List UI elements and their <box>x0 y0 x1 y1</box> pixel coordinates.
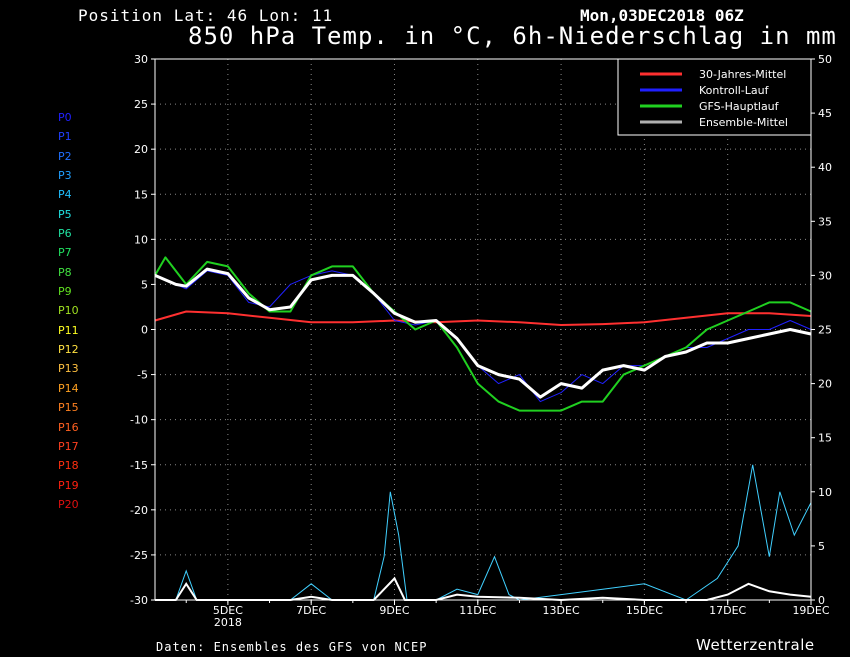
legend-label: Kontroll-Lauf <box>699 84 770 97</box>
y2-tick-label: 0 <box>818 594 825 607</box>
y2-tick-label: 50 <box>818 53 832 66</box>
position-label: Position Lat: 46 Lon: 11 <box>78 6 334 25</box>
y-tick-label: -15 <box>130 459 148 472</box>
member-label: P20 <box>58 497 79 511</box>
member-label: P14 <box>58 381 79 395</box>
member-label: P10 <box>58 304 79 318</box>
y-tick-label: 15 <box>134 188 148 201</box>
member-label: P9 <box>58 285 72 299</box>
y2-tick-label: 5 <box>818 540 825 553</box>
legend-label: Ensemble-Mittel <box>699 116 788 129</box>
y2-tick-label: 20 <box>818 378 832 391</box>
plot-frame <box>154 58 812 601</box>
y-tick-label: 20 <box>134 143 148 156</box>
member-label: P2 <box>58 149 72 163</box>
x-tick-label: 11DEC <box>459 604 496 617</box>
x-tick-label: 9DEC <box>379 604 409 617</box>
member-label: P19 <box>58 478 79 492</box>
y2-tick-label: 40 <box>818 161 832 174</box>
member-label: P6 <box>58 227 72 241</box>
precip-line <box>175 464 812 601</box>
member-label: P18 <box>58 459 79 473</box>
member-label: P3 <box>58 169 72 183</box>
y-tick-label: -30 <box>130 594 148 607</box>
precipitation-series <box>155 464 812 602</box>
y2-tick-label: 10 <box>818 486 832 499</box>
x-tick-label: 15DEC <box>626 604 663 617</box>
member-label: P5 <box>58 207 72 221</box>
x-tick-label: 5DEC <box>213 604 243 617</box>
run-date: Mon,03DEC2018 06Z <box>580 6 744 25</box>
member-label: P13 <box>58 362 79 376</box>
y2-tick-label: 35 <box>818 215 832 228</box>
series-line <box>154 270 812 403</box>
y-tick-label: 25 <box>134 98 148 111</box>
y-tick-label: 0 <box>141 324 148 337</box>
y-tick-label: 30 <box>134 53 148 66</box>
grid <box>155 59 811 600</box>
member-label: P12 <box>58 343 79 357</box>
member-label: P11 <box>58 323 79 337</box>
member-label: P7 <box>58 246 72 260</box>
member-label: P17 <box>58 439 79 453</box>
y2-tick-label: 15 <box>818 432 832 445</box>
y-tick-label: 5 <box>141 278 148 291</box>
member-label: P0 <box>58 111 72 124</box>
y-tick-label: -10 <box>130 414 148 427</box>
y-tick-label: 10 <box>134 233 148 246</box>
x-tick-label: 19DEC <box>792 604 829 617</box>
y-tick-label: -25 <box>130 549 148 562</box>
series-line <box>154 310 812 326</box>
y-tick-label: -5 <box>137 369 148 382</box>
member-label: P16 <box>58 420 79 434</box>
left-axis: 30 25 20 15 10 5 0 -5 -10 -15 -20 -25 -30 <box>130 53 155 607</box>
y2-tick-label: 30 <box>818 269 832 282</box>
data-source: Daten: Ensembles des GFS von NCEP <box>156 640 428 654</box>
legend-label: GFS-Hauptlauf <box>699 100 780 113</box>
series-line <box>154 267 812 399</box>
brand-label: Wetterzentrale <box>696 636 815 654</box>
member-label: P1 <box>58 130 72 144</box>
y2-tick-label: 45 <box>818 107 832 120</box>
y2-tick-label: 25 <box>818 324 832 337</box>
chart-title: 850 hPa Temp. in °C, 6h-Niederschlag in … <box>188 22 837 50</box>
temperature-series <box>154 256 812 412</box>
member-label: P4 <box>58 188 72 202</box>
legend: 30-Jahres-Mittel Kontroll-Lauf GFS-Hauptla… <box>617 58 812 136</box>
member-label-list: P0 P1 P2 P3 P4 P5 P6 P7 P8 P9 P10 P11 P12 P13 P14 P15 P1… <box>58 108 79 514</box>
x-tick-sublabel: 2018 <box>214 616 242 629</box>
y-tick-label: -20 <box>130 504 148 517</box>
series-line <box>154 256 812 412</box>
x-tick-label: 7DEC <box>296 604 326 617</box>
member-label: P8 <box>58 265 72 279</box>
member-label: P15 <box>58 401 79 415</box>
x-tick-label: 13DEC <box>543 604 580 617</box>
legend-label: 30-Jahres-Mittel <box>699 68 786 81</box>
x-tick-label: 17DEC <box>709 604 746 617</box>
